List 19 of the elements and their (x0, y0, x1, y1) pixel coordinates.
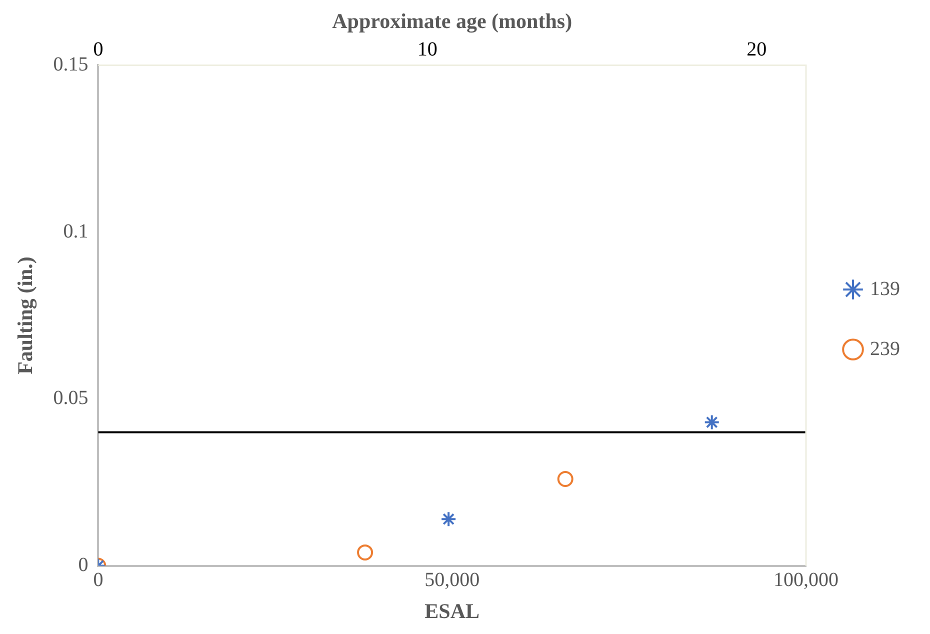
x-tick-label: 50,000 (424, 569, 480, 592)
x-tick-label: 0 (93, 569, 104, 592)
y-tick-label: 0.15 (53, 53, 88, 76)
legend-label: 239 (870, 338, 900, 360)
point (357, 544, 374, 560)
x2-axis-title: Approximate age (months) (332, 9, 572, 34)
y-axis-title: Faulting (in.) (13, 256, 38, 374)
y-tick-label: 0.1 (63, 220, 88, 242)
point (704, 414, 720, 430)
x-axis-title: ESAL (424, 598, 480, 623)
point (440, 511, 457, 528)
legend-label: 139 (870, 278, 900, 300)
x2-tick-label: 0 (93, 38, 104, 60)
point (557, 471, 574, 488)
y-tick-label: 0.05 (53, 387, 88, 410)
x2-tick-label: 20 (746, 38, 767, 60)
x2-tick-label: 10 (417, 38, 438, 60)
x-tick-label: 100,000 (774, 569, 838, 592)
y-tick-label: 0 (78, 554, 88, 576)
